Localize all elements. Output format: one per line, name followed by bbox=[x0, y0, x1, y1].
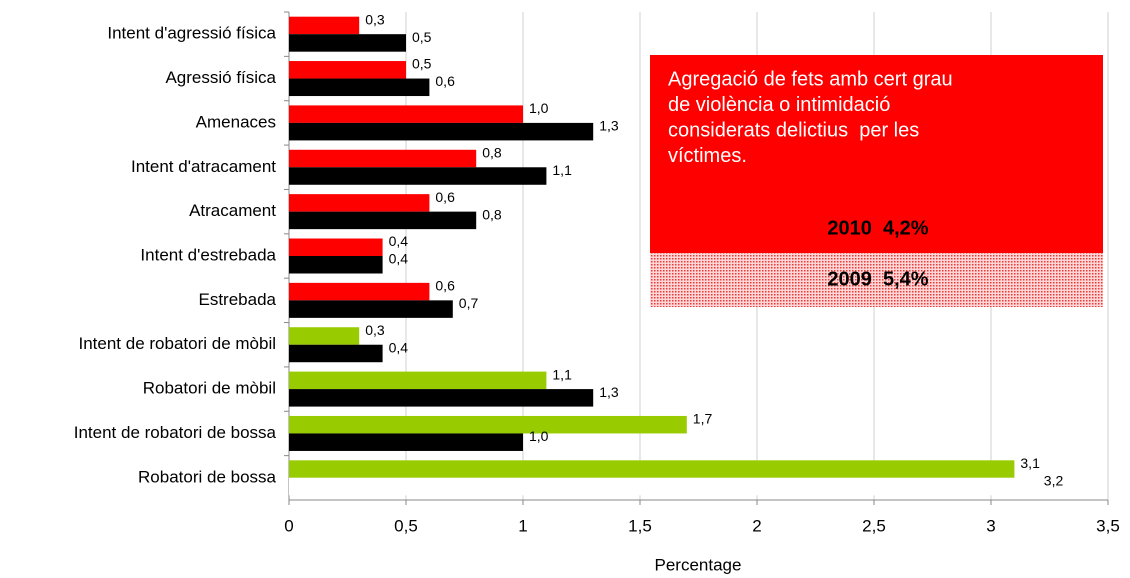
bar bbox=[289, 149, 477, 168]
value-label: 0,6 bbox=[435, 189, 455, 205]
value-label: 0,8 bbox=[482, 206, 502, 222]
bar bbox=[289, 78, 430, 97]
value-label: 0,7 bbox=[459, 295, 479, 311]
annotation-text: víctimes. bbox=[668, 145, 747, 167]
x-tick-label: 0,5 bbox=[394, 516, 418, 535]
bar bbox=[289, 61, 406, 79]
value-label: 3,1 bbox=[1020, 455, 1040, 471]
x-tick-label: 0 bbox=[284, 516, 293, 535]
annotation-stat: 2010 4,2% bbox=[827, 217, 928, 239]
value-label: 0,3 bbox=[365, 322, 385, 338]
bar bbox=[289, 389, 594, 407]
value-label: 1,7 bbox=[693, 411, 713, 427]
value-label: 0,4 bbox=[389, 233, 409, 249]
bar bbox=[289, 460, 1015, 478]
annotation-text: considerats delictius per les bbox=[668, 119, 919, 141]
value-label: 0,6 bbox=[435, 73, 455, 89]
value-label: 1,1 bbox=[552, 162, 572, 178]
bar bbox=[289, 194, 430, 212]
x-tick-label: 1 bbox=[518, 516, 527, 535]
bar bbox=[289, 415, 687, 434]
bar bbox=[289, 34, 406, 52]
value-label: 1,3 bbox=[599, 118, 619, 134]
value-label: 0,5 bbox=[412, 29, 432, 45]
y-tick-label: Intent d'estrebada bbox=[140, 245, 276, 264]
value-label: 1,0 bbox=[529, 428, 549, 444]
x-tick-label: 2,5 bbox=[862, 516, 886, 535]
annotation-text: de violència o intimidació bbox=[668, 94, 890, 116]
y-tick-label: Estrebada bbox=[199, 290, 277, 309]
bar bbox=[289, 282, 430, 301]
x-tick-label: 3 bbox=[986, 516, 995, 535]
bar bbox=[289, 122, 594, 141]
value-label: 0,5 bbox=[412, 56, 432, 72]
annotation-box-dotted bbox=[650, 253, 1103, 307]
bar bbox=[289, 167, 547, 185]
value-label: 0,3 bbox=[365, 11, 385, 27]
value-label: 1,3 bbox=[599, 384, 619, 400]
value-label: 3,2 bbox=[1044, 473, 1064, 489]
bar bbox=[289, 477, 1038, 496]
y-tick-label: Atracament bbox=[189, 201, 276, 220]
bar bbox=[289, 105, 523, 123]
bar bbox=[289, 238, 383, 256]
bar bbox=[289, 300, 453, 318]
bar bbox=[289, 256, 383, 274]
y-tick-label: Intent d'atracament bbox=[131, 157, 276, 176]
x-tick-label: 3,5 bbox=[1096, 516, 1120, 535]
value-label: 0,8 bbox=[482, 144, 502, 160]
y-tick-label: Amenaces bbox=[196, 112, 276, 131]
y-tick-label: Agressió física bbox=[165, 68, 276, 87]
bar bbox=[289, 344, 383, 363]
x-axis-label: Percentage bbox=[655, 555, 742, 574]
y-tick-label: Intent de robatori de mòbil bbox=[78, 334, 276, 353]
bar bbox=[289, 433, 523, 451]
y-tick-label: Intent de robatori de bossa bbox=[74, 423, 277, 442]
value-label: 1,1 bbox=[552, 366, 572, 382]
value-label: 0,6 bbox=[435, 278, 455, 294]
y-tick-label: Intent d'agressió física bbox=[107, 24, 276, 43]
x-tick-label: 1,5 bbox=[628, 516, 652, 535]
bar bbox=[289, 371, 547, 390]
value-label: 1,0 bbox=[529, 100, 549, 116]
x-tick-label: 2 bbox=[752, 516, 761, 535]
annotation-box bbox=[650, 55, 1103, 253]
bar bbox=[289, 16, 360, 35]
value-label: 0,4 bbox=[389, 251, 409, 267]
bar bbox=[289, 211, 477, 230]
y-tick-label: Robatori de mòbil bbox=[143, 379, 276, 398]
annotation-stat: 2009 5,4% bbox=[827, 268, 928, 290]
value-label: 0,4 bbox=[389, 339, 409, 355]
bar bbox=[289, 327, 360, 345]
annotation-text: Agregació de fets amb cert grau bbox=[668, 68, 953, 90]
y-tick-label: Robatori de bossa bbox=[138, 467, 277, 486]
